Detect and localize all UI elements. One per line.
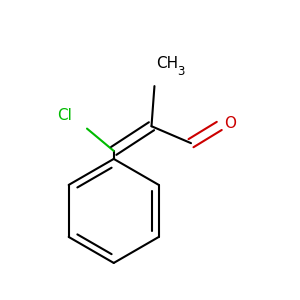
Text: 3: 3 xyxy=(177,65,185,78)
Text: CH: CH xyxy=(156,56,178,71)
Text: Cl: Cl xyxy=(57,108,72,123)
Text: O: O xyxy=(224,116,236,131)
